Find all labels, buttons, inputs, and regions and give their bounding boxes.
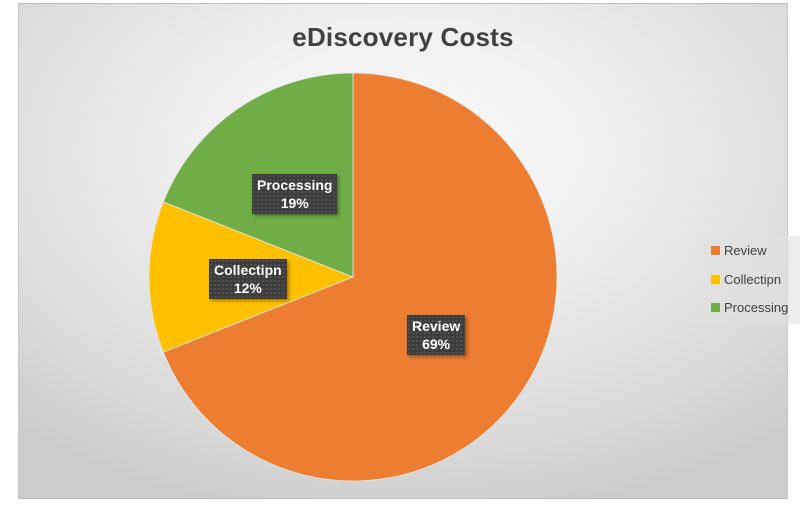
chart-legend: Review Collectipn Processing <box>703 236 800 324</box>
data-label-processing: Processing 19% <box>252 174 338 214</box>
legend-item-collection: Collectipn <box>711 271 781 287</box>
legend-swatch-review <box>711 245 720 255</box>
data-label-collection: Collectipn 12% <box>209 259 287 299</box>
legend-item-review: Review <box>711 242 767 258</box>
data-label-review: Review 69% <box>407 315 466 355</box>
legend-swatch-processing <box>711 302 720 312</box>
chart-title: eDiscovery Costs <box>292 22 514 52</box>
pie-chart <box>148 72 558 482</box>
pie-slice-review <box>162 72 558 482</box>
chart-area: eDiscovery Costs Review 69% Collectipn 1… <box>18 3 800 499</box>
legend-swatch-collection <box>711 274 720 284</box>
legend-item-processing: Processing <box>711 299 788 315</box>
